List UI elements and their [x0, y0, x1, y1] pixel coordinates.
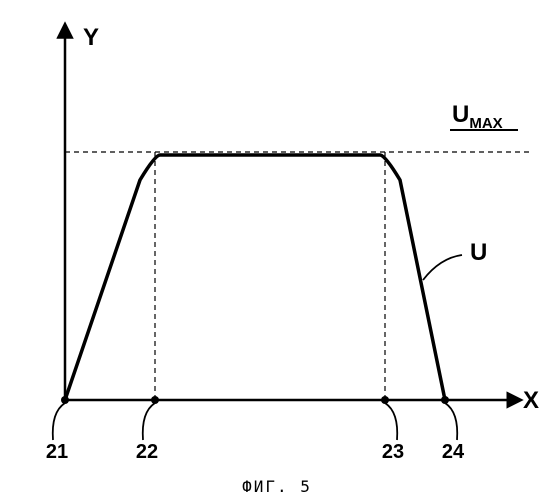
tick-leader — [385, 403, 397, 440]
x-tick-label: 21 — [46, 441, 68, 463]
x-tick-dot — [441, 396, 449, 404]
curve-u — [65, 155, 445, 400]
tick-leaders — [53, 403, 458, 440]
x-tick-label: 24 — [442, 441, 465, 463]
tick-leader — [445, 403, 457, 440]
x-tick-label: 22 — [136, 441, 158, 463]
x-tick-labels: 21 22 23 24 — [46, 441, 465, 463]
x-tick-label: 23 — [382, 441, 404, 463]
x-axis-label: X — [523, 387, 539, 414]
x-tick-dot — [151, 396, 159, 404]
umax-label: UMAX — [452, 101, 503, 132]
curve-u-label: U — [470, 239, 487, 266]
tick-leader — [143, 403, 155, 440]
curve-u-leader — [423, 255, 462, 280]
figure-caption: ФИГ. 5 — [242, 477, 312, 496]
x-tick-dot — [61, 396, 69, 404]
y-axis-label: Y — [83, 24, 99, 51]
tick-leader — [53, 403, 65, 440]
chart-figure: Y X UMAX U 21 22 23 24 ФИГ. 5 — [0, 0, 554, 500]
x-tick-dot — [381, 396, 389, 404]
